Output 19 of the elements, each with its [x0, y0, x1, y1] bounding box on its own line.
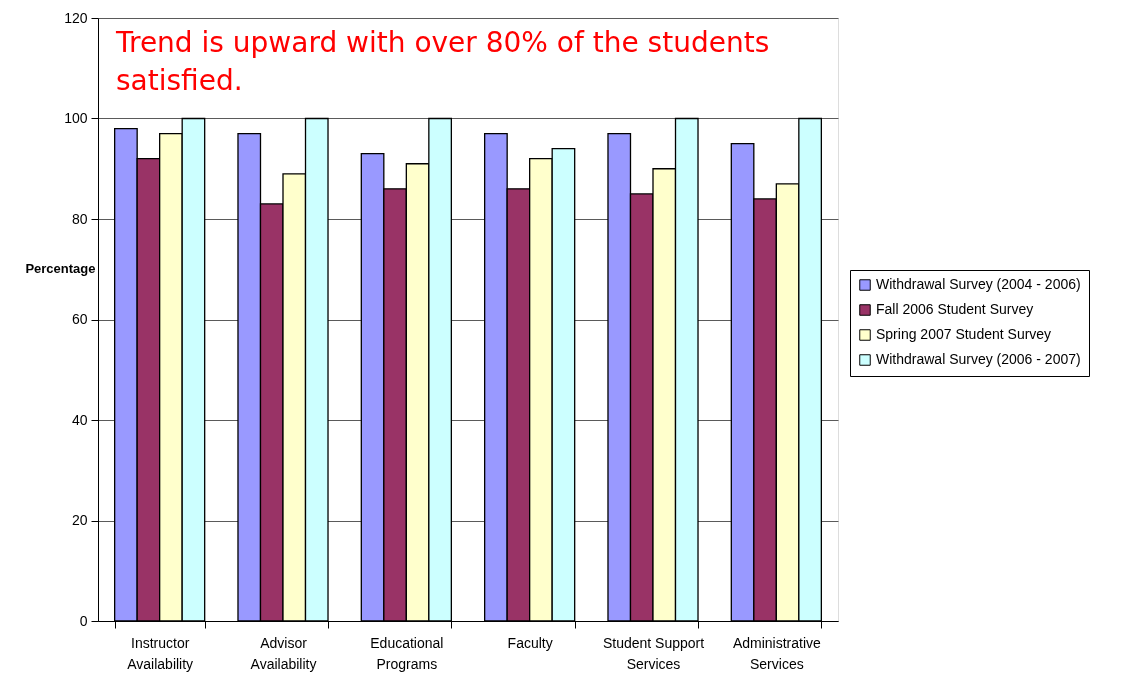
x-tick-label: Instructor Availability [127, 634, 194, 672]
y-tick-label: 0 [79, 612, 88, 629]
x-tick-label: Administrative Services [732, 634, 821, 672]
annotation: Trend is upward with over 80% of the students satisfied. [115, 26, 770, 97]
y-tick-label: 100 [64, 110, 88, 126]
y-tick-label: 20 [71, 512, 88, 528]
x-tick-label: Faculty [507, 634, 553, 651]
x-tick-label: Student Support Services [602, 634, 705, 672]
x-tick-label: Advisor Availability [250, 634, 317, 672]
legend-label: Withdrawal Survey (2004 - 2006) [876, 276, 1081, 292]
y-tick-label: 120 [64, 9, 88, 26]
y-tick-label: 40 [71, 411, 88, 428]
x-tick-label: Educational Programs [370, 634, 444, 672]
legend-label: Withdrawal Survey (2006 - 2007) [876, 351, 1081, 367]
y-axis-title: Percentage [25, 260, 96, 276]
legend-label: Fall 2006 Student Survey [876, 301, 1034, 317]
legend-label: Spring 2007 Student Survey [876, 326, 1052, 342]
y-tick-label: 60 [71, 311, 88, 327]
y-tick-label: 80 [71, 210, 88, 227]
